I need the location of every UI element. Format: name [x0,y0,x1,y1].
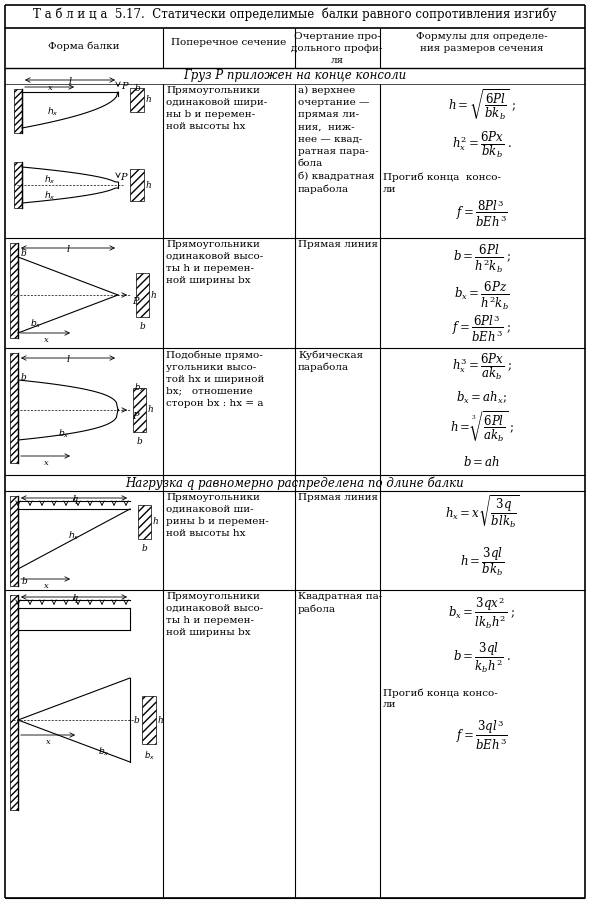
Text: $b = \dfrac{6Pl}{h^2 k_b}$ ;: $b = \dfrac{6Pl}{h^2 k_b}$ ; [453,243,512,275]
Text: $f = \dfrac{3ql^3}{bEh^3}$: $f = \dfrac{3ql^3}{bEh^3}$ [456,718,508,752]
Text: $b_x$: $b_x$ [143,749,155,761]
Text: Подобные прямо-
угольники высо-
той hx и шириной
bx;   отношение
сторон bx : hx : Подобные прямо- угольники высо- той hx и… [166,350,264,408]
Text: Прямая линия: Прямая линия [298,240,378,249]
Bar [10,353,18,463]
Text: b: b [21,373,27,382]
Text: а) верхнее
очертание —
прямая ли-
ния,  ниж-
нее — квад-
ратная пара-
бола
б) кв: а) верхнее очертание — прямая ли- ния, н… [298,86,375,194]
Text: l: l [67,355,70,364]
Text: Очертание про-
дольного профи-
ля: Очертание про- дольного профи- ля [291,32,383,64]
Text: $b = \dfrac{3ql}{k_b h^2}$ .: $b = \dfrac{3ql}{k_b h^2}$ . [453,640,512,675]
Text: $b_x = \dfrac{3qx^2}{lk_b h^2}$ ;: $b_x = \dfrac{3qx^2}{lk_b h^2}$ ; [448,594,516,631]
Text: $b_x = \dfrac{6Pz}{h^2 k_b}$: $b_x = \dfrac{6Pz}{h^2 k_b}$ [454,280,510,311]
Text: h: h [153,518,159,527]
Text: b: b [134,84,140,93]
Text: $h_x$: $h_x$ [44,173,55,186]
Text: x: x [44,459,48,467]
Bar [130,88,144,112]
Text: Прямоугольники
одинаковой шири-
ны b и перемен-
ной высоты hx: Прямоугольники одинаковой шири- ны b и п… [166,86,267,131]
Text: Прямая линия: Прямая линия [298,493,378,502]
Text: $f = \dfrac{6Pl^3}{bEh^3}$ ;: $f = \dfrac{6Pl^3}{bEh^3}$ ; [452,313,512,345]
Text: b: b [21,249,27,258]
Text: $h_x^2 = \dfrac{6Px}{bk_b}$ .: $h_x^2 = \dfrac{6Px}{bk_b}$ . [452,130,512,160]
Text: x: x [48,84,53,92]
Text: $b_x$: $b_x$ [98,745,110,757]
Text: $b_x = ah_x;$: $b_x = ah_x;$ [457,390,507,406]
Text: b: b [136,437,142,446]
Bar [10,243,18,338]
Text: h: h [158,716,164,725]
Bar [136,273,149,317]
Text: Формулы для определе-
ния размеров сечения: Формулы для определе- ния размеров сечен… [416,32,548,52]
Text: Нагрузка q равномерно распределена по длине балки: Нагрузка q равномерно распределена по дл… [126,476,464,490]
Text: Прямоугольники
одинаковой высо-
ты h и перемен-
ной ширины bx: Прямоугольники одинаковой высо- ты h и п… [166,240,263,285]
Text: P: P [120,173,126,182]
Text: $h = \dfrac{3ql}{bk_b}$: $h = \dfrac{3ql}{bk_b}$ [460,545,504,577]
Text: h: h [146,180,152,189]
Bar [133,388,146,432]
Text: $h = \sqrt{\dfrac{6Pl}{bk_b}}$ ;: $h = \sqrt{\dfrac{6Pl}{bk_b}}$ ; [448,88,516,122]
Bar [14,89,22,133]
Text: $b = ah$: $b = ah$ [463,455,501,469]
Text: Квадратная па-
рабола: Квадратная па- рабола [298,592,382,614]
Text: b: b [139,322,145,331]
Text: Прогиб конца  консо-
ли: Прогиб конца консо- ли [383,173,501,195]
Text: Т а б л и ц а  5.17.  Статически определимые  балки равного сопротивления изгибу: Т а б л и ц а 5.17. Статически определим… [33,8,557,22]
Text: l: l [68,77,71,86]
Text: h: h [151,291,157,300]
Bar [142,696,156,744]
Text: $h_x = x\sqrt{\dfrac{3q}{blk_b}}$: $h_x = x\sqrt{\dfrac{3q}{blk_b}}$ [445,494,519,530]
Bar [138,505,151,539]
Bar [130,169,144,201]
Text: b: b [134,716,140,725]
Text: P: P [132,297,139,306]
Bar [10,496,18,586]
Text: x: x [45,738,50,746]
Text: Поперечное сечение: Поперечное сечение [171,38,287,47]
Text: $h_x$: $h_x$ [47,106,58,119]
Text: $h_x^3 = \dfrac{6Px}{ak_b}$ ;: $h_x^3 = \dfrac{6Px}{ak_b}$ ; [452,352,512,382]
Text: $h = \sqrt[3]{\dfrac{6Pl}{ak_b}}$ ;: $h = \sqrt[3]{\dfrac{6Pl}{ak_b}}$ ; [450,410,514,444]
Text: $f = \dfrac{8Pl^3}{bEh^3}$: $f = \dfrac{8Pl^3}{bEh^3}$ [456,198,508,230]
Text: Прямоугольники
одинаковой высо-
ты h и перемен-
ной ширины bx: Прямоугольники одинаковой высо- ты h и п… [166,592,263,637]
Text: b: b [141,544,147,553]
Text: x: x [44,336,48,344]
Text: P: P [121,82,127,91]
Text: l: l [73,495,76,504]
Text: $b_x$: $b_x$ [30,317,42,329]
Text: q: q [71,495,77,504]
Bar [14,162,22,208]
Text: h: h [148,405,154,414]
Text: h: h [146,96,152,104]
Text: $h_x$: $h_x$ [44,189,55,202]
Text: $b_x$: $b_x$ [133,382,145,395]
Text: l: l [73,594,76,603]
Text: l: l [67,245,70,254]
Text: Груз P приложен на конце консоли: Груз P приложен на конце консоли [183,69,407,82]
Text: Кубическая
парабола: Кубическая парабола [298,350,363,372]
Text: $h_x$: $h_x$ [68,529,80,541]
Text: Прямоугольники
одинаковой ши-
рины b и перемен-
ной высоты hx: Прямоугольники одинаковой ши- рины b и п… [166,493,269,538]
Text: x: x [44,582,48,590]
Text: b: b [22,577,28,586]
Text: $b_x$: $b_x$ [58,428,70,441]
Text: Форма балки: Форма балки [48,42,120,52]
Text: q: q [71,594,77,603]
Bar [10,595,18,810]
Text: P: P [132,412,139,421]
Text: Прогиб конца консо-
ли: Прогиб конца консо- ли [383,688,498,710]
